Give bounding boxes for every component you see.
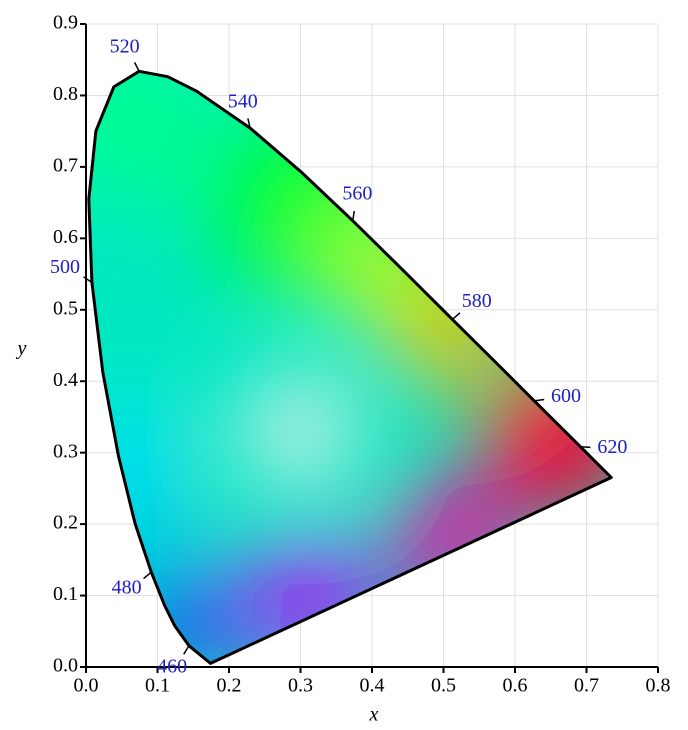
wavelength-tick bbox=[183, 645, 190, 655]
y-axis-label: y bbox=[16, 338, 27, 360]
x-tick-label: 0.6 bbox=[503, 675, 528, 697]
wavelength-tick bbox=[133, 62, 140, 72]
x-tick-label: 0.5 bbox=[431, 675, 456, 697]
wavelength-label: 580 bbox=[462, 290, 492, 312]
x-axis-label: x bbox=[369, 704, 379, 726]
y-tick-label: 0.6 bbox=[53, 226, 78, 248]
y-tick-label: 0.5 bbox=[53, 297, 78, 319]
wavelength-label: 620 bbox=[597, 436, 627, 458]
y-tick-label: 0.8 bbox=[53, 83, 78, 105]
y-tick-label: 0.0 bbox=[53, 655, 78, 677]
wavelength-label: 540 bbox=[228, 90, 258, 112]
y-tick-label: 0.7 bbox=[53, 154, 78, 176]
wavelength-tick bbox=[143, 571, 152, 580]
wavelength-tick bbox=[451, 312, 461, 320]
y-tick-label: 0.1 bbox=[53, 583, 78, 605]
y-tick-label: 0.3 bbox=[53, 440, 78, 462]
x-tick-label: 0.1 bbox=[145, 675, 170, 697]
wavelength-tick bbox=[83, 276, 93, 283]
y-tick-label: 0.2 bbox=[53, 512, 78, 534]
x-tick-label: 0.0 bbox=[74, 675, 99, 697]
y-tick-label: 0.9 bbox=[53, 12, 78, 34]
wavelength-label: 560 bbox=[342, 183, 372, 205]
x-tick-label: 0.4 bbox=[360, 675, 385, 697]
wavelength-label: 600 bbox=[551, 385, 581, 407]
wavelength-tick bbox=[247, 118, 251, 129]
wavelength-tick bbox=[352, 210, 355, 221]
wavelength-label: 520 bbox=[110, 36, 140, 58]
x-tick-label: 0.8 bbox=[646, 675, 671, 697]
wavelength-label: 480 bbox=[112, 576, 142, 598]
x-tick-label: 0.2 bbox=[217, 675, 242, 697]
wavelength-tick bbox=[534, 398, 545, 402]
wavelength-label: 460 bbox=[157, 655, 187, 677]
y-tick-label: 0.4 bbox=[53, 369, 78, 391]
wavelength-label: 500 bbox=[50, 256, 80, 278]
wavelength-tick bbox=[580, 445, 591, 449]
spectral-locus bbox=[87, 69, 613, 665]
x-tick-label: 0.7 bbox=[574, 675, 599, 697]
x-tick-label: 0.3 bbox=[288, 675, 313, 697]
